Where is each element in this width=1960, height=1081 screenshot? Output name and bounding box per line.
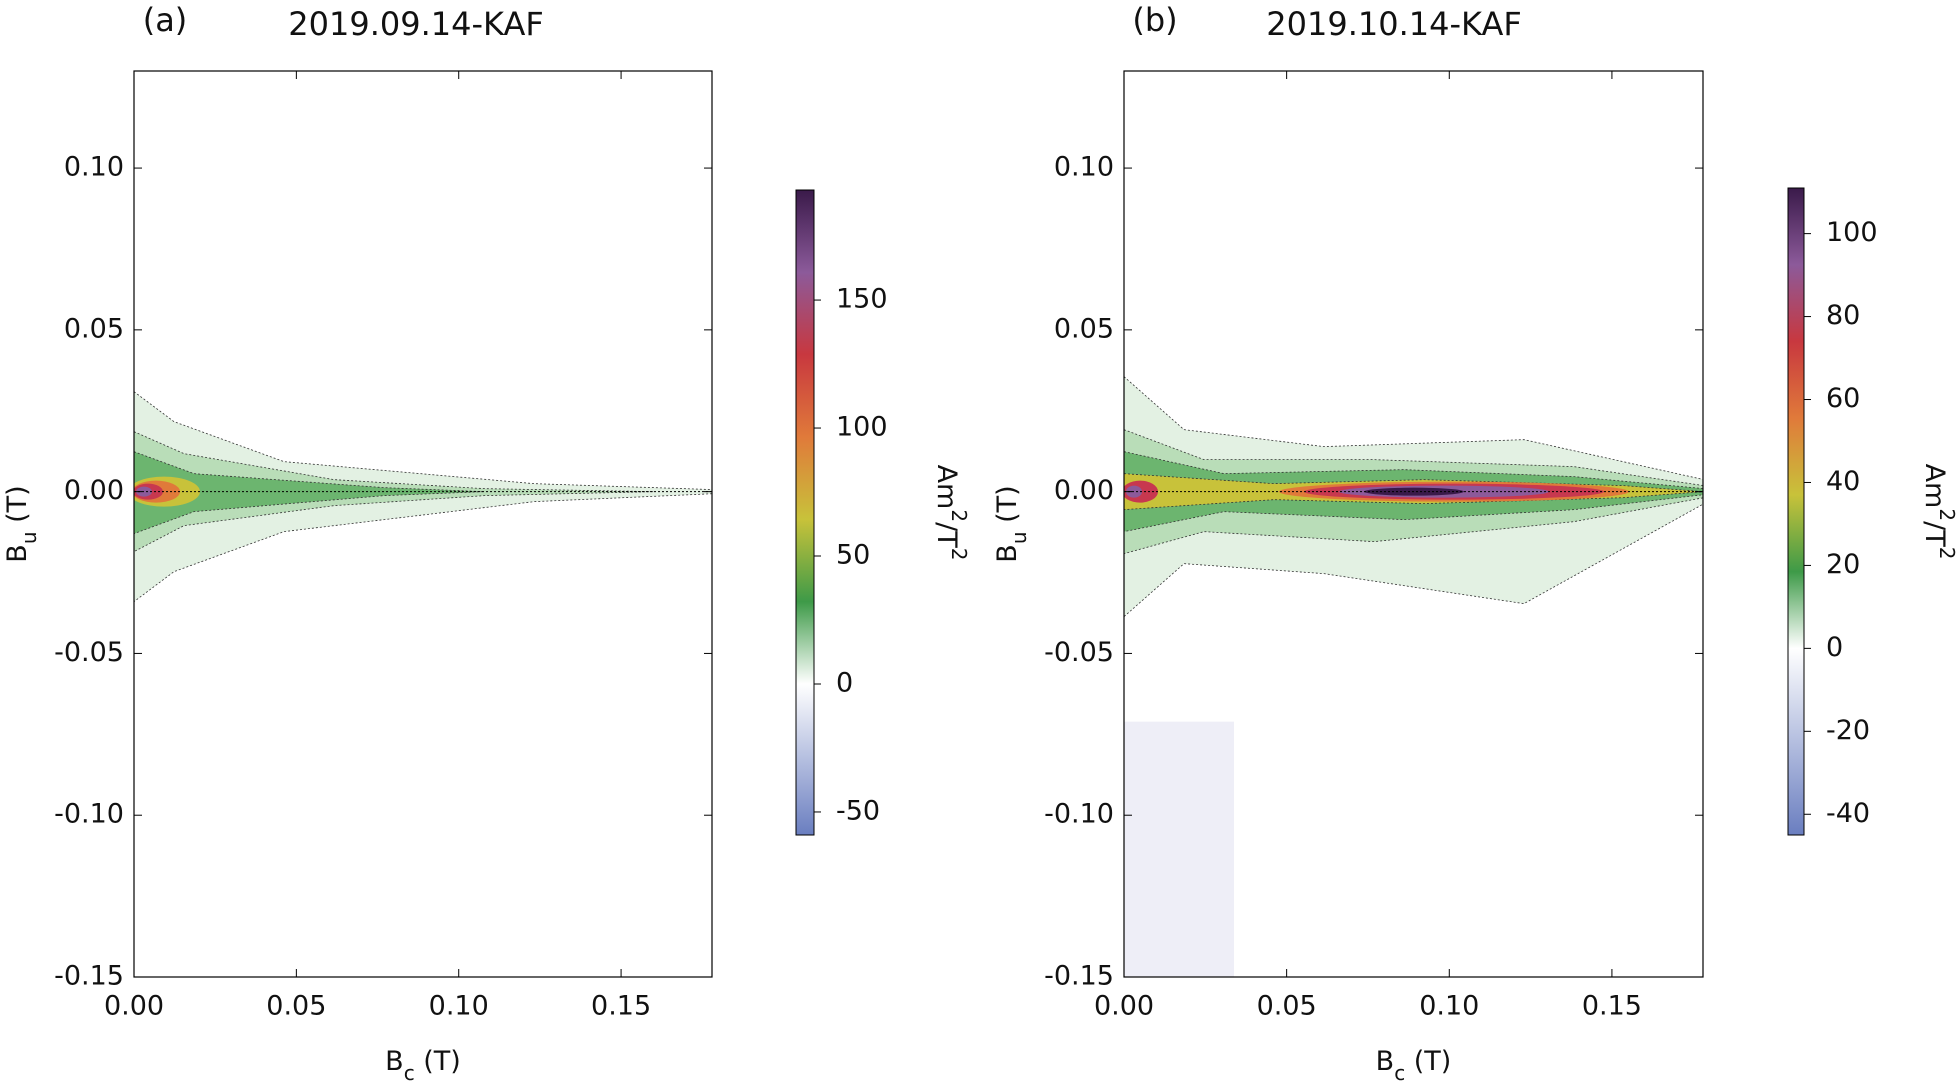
- label-part: (T): [2, 485, 33, 531]
- colorbar-tick-label: 150: [836, 284, 888, 315]
- label-part: c: [404, 1061, 415, 1081]
- y-tick-label: -0.05: [1044, 637, 1114, 668]
- x-tick-label: 0.00: [104, 991, 164, 1022]
- x-tick-label: 0.00: [1094, 991, 1154, 1022]
- colorbar-label: Am2/T2: [932, 465, 972, 561]
- label-part: B: [1376, 1046, 1395, 1077]
- label-part: /T: [1920, 521, 1951, 547]
- y-tick-label: 0.00: [1054, 475, 1114, 506]
- label-part: c: [1394, 1061, 1405, 1081]
- y-tick-label: 0.05: [64, 313, 124, 344]
- chart-title: 2019.09.14-KAF: [288, 5, 543, 43]
- y-tick-label: 0.10: [64, 152, 124, 183]
- label-part: u: [1007, 531, 1031, 544]
- label-part: B: [385, 1046, 404, 1077]
- panel-label: (b): [1132, 1, 1177, 39]
- label-part: Am: [1920, 464, 1951, 509]
- density-field: [1124, 376, 1703, 977]
- colorbar: [795, 189, 815, 836]
- colorbar: [1787, 187, 1805, 836]
- x-axis-label: Bc (T): [1376, 1046, 1452, 1081]
- x-axis-label: Bc (T): [385, 1046, 461, 1081]
- y-tick-label: -0.15: [1044, 961, 1114, 992]
- label-part: B: [2, 544, 33, 563]
- label-part: Am: [932, 465, 963, 510]
- label-part: 2: [1936, 508, 1960, 521]
- x-tick-label: 0.05: [1257, 991, 1317, 1022]
- colorbar-tick-label: 100: [836, 412, 888, 443]
- x-tick-label: 0.10: [429, 991, 489, 1022]
- colorbar-tick-label: 20: [1826, 549, 1860, 580]
- colorbar-tick-label: 50: [836, 540, 870, 571]
- colorbar-tick-label: 80: [1826, 300, 1860, 331]
- colorbar-tick-label: 0: [836, 667, 853, 698]
- y-axis-label: Bu (T): [2, 485, 41, 562]
- label-part: (T): [1405, 1046, 1451, 1077]
- y-tick-label: 0.10: [1054, 152, 1114, 183]
- label-part: (T): [415, 1046, 461, 1077]
- x-tick-label: 0.15: [591, 991, 651, 1022]
- label-part: (T): [992, 485, 1023, 531]
- y-axis-label: Bu (T): [992, 485, 1031, 562]
- colorbar-tick-label: 60: [1826, 383, 1860, 414]
- y-tick-label: 0.05: [1054, 313, 1114, 344]
- density-contour: [134, 451, 485, 535]
- x-tick-label: 0.15: [1582, 991, 1642, 1022]
- colorbar-label: Am2/T2: [1920, 464, 1960, 560]
- y-tick-label: -0.05: [54, 637, 124, 668]
- label-part: 2: [948, 548, 972, 561]
- y-tick-label: -0.10: [54, 799, 124, 830]
- plot-frame: [133, 70, 713, 978]
- label-part: 2: [948, 509, 972, 522]
- plot-frame: [1123, 70, 1704, 978]
- x-tick-label: 0.10: [1419, 991, 1479, 1022]
- colorbar-tick-label: 100: [1826, 217, 1878, 248]
- label-part: B: [992, 544, 1023, 563]
- label-part: u: [17, 531, 41, 544]
- colorbar-tick-label: -40: [1826, 798, 1870, 829]
- label-part: 2: [1936, 547, 1960, 560]
- y-tick-label: -0.10: [1044, 799, 1114, 830]
- density-field: [134, 391, 712, 603]
- panel-label: (a): [143, 1, 188, 39]
- panel: (b) 2019.10.14-KAF 0.00 0.05 0.10 0.15 -0.15 -0…: [992, 1, 1960, 1081]
- label-part: /T: [932, 522, 963, 548]
- colorbar-tick-label: -50: [836, 795, 880, 826]
- y-tick-label: 0.00: [64, 475, 124, 506]
- colorbar-tick-label: 40: [1826, 466, 1860, 497]
- colorbar-tick-label: 0: [1826, 632, 1843, 663]
- y-tick-label: -0.15: [54, 961, 124, 992]
- chart-title: 2019.10.14-KAF: [1266, 5, 1521, 43]
- x-tick-label: 0.05: [266, 991, 326, 1022]
- negative-region: [1124, 721, 1234, 977]
- panel: (a) 2019.09.14-KAF 0.00 0.05 0.10 0.15 -0.15 -0…: [2, 1, 972, 1081]
- colorbar-tick-label: -20: [1826, 715, 1870, 746]
